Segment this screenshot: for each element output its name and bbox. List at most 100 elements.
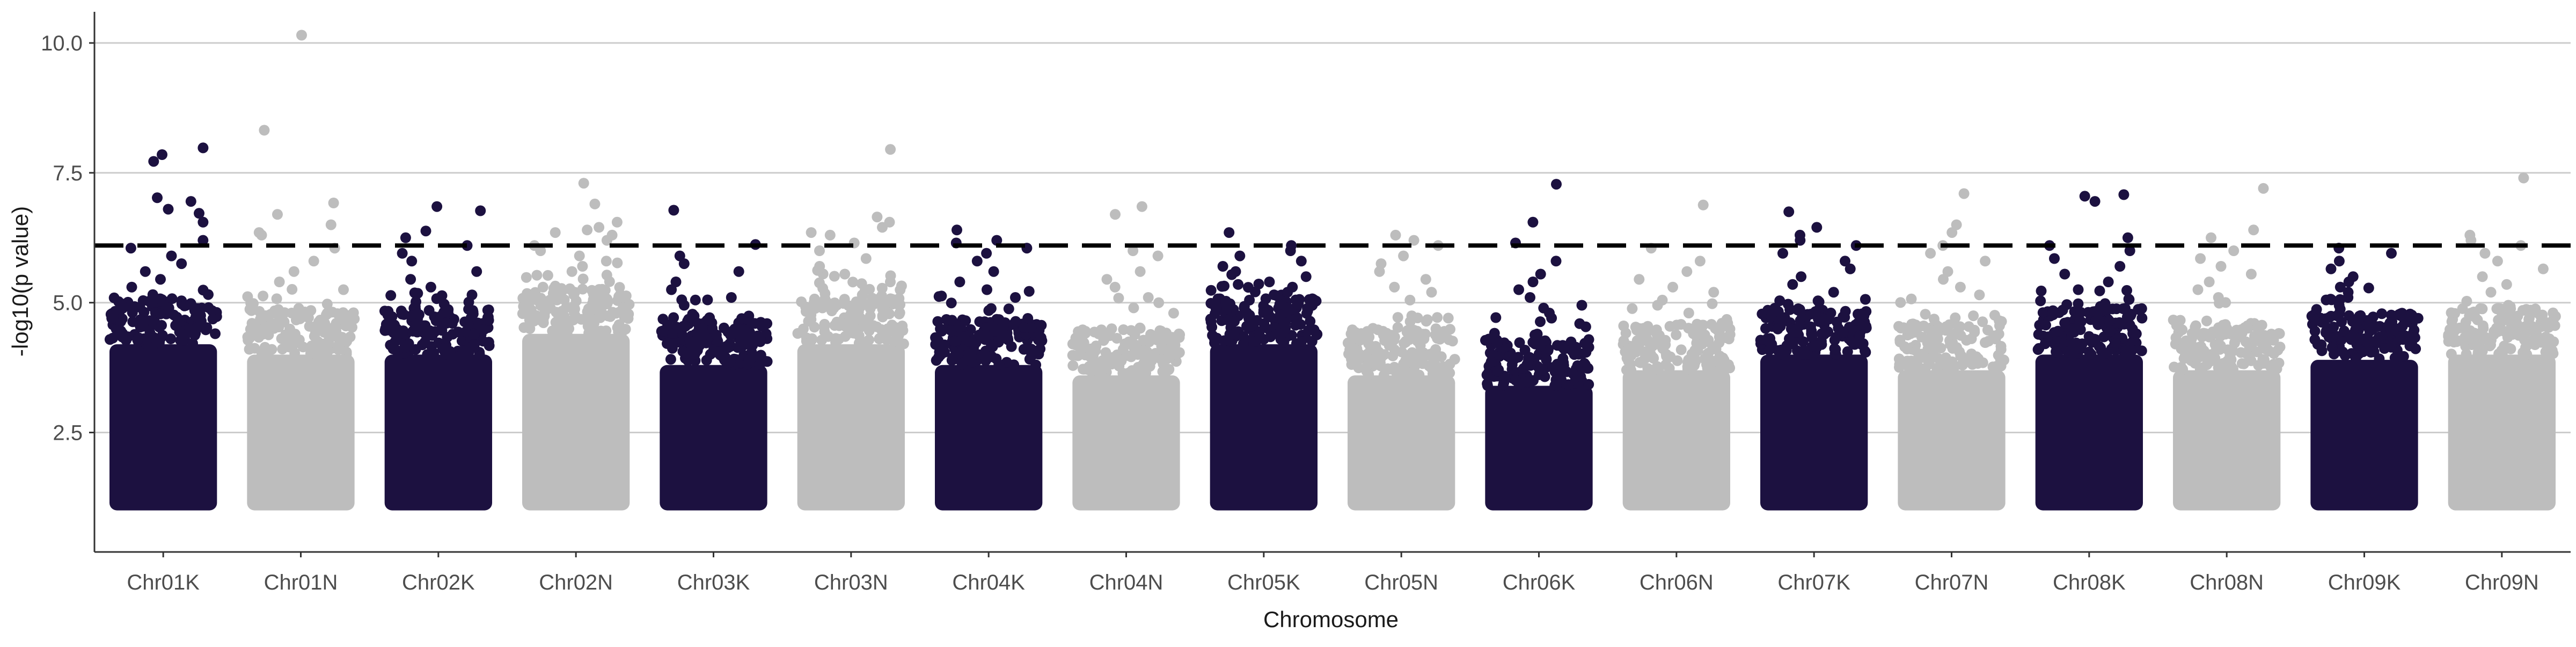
point-cloud xyxy=(797,344,905,511)
snp-point xyxy=(607,307,618,318)
snp-point xyxy=(396,328,407,339)
snp-point xyxy=(967,357,978,368)
snp-point-high xyxy=(2386,248,2397,259)
snp-point xyxy=(1352,355,1363,366)
snp-point xyxy=(895,284,906,295)
snp-point xyxy=(1274,299,1285,310)
snp-point xyxy=(1490,312,1502,323)
snp-point-high xyxy=(1958,188,1970,199)
snp-point xyxy=(657,314,669,325)
snp-point-high xyxy=(550,227,561,238)
snp-point xyxy=(958,331,970,343)
snp-point xyxy=(1635,333,1646,344)
snp-point xyxy=(2222,355,2233,366)
snp-point xyxy=(1618,321,1629,331)
point-cloud xyxy=(2173,370,2281,511)
snp-point xyxy=(431,293,442,304)
snp-point xyxy=(894,308,905,319)
snp-point xyxy=(2536,321,2547,332)
snp-point-high xyxy=(338,284,349,295)
snp-point xyxy=(459,316,471,328)
snp-point xyxy=(1229,316,1240,327)
snp-point xyxy=(147,289,158,300)
snp-point xyxy=(2477,320,2489,331)
snp-point xyxy=(1089,358,1100,369)
snp-point-high xyxy=(670,277,682,287)
snp-point xyxy=(796,296,807,308)
snp-point xyxy=(2061,299,2073,310)
snp-point-high xyxy=(1795,235,1806,246)
snp-point-high xyxy=(577,261,588,272)
point-cloud xyxy=(522,333,630,511)
snp-point-high xyxy=(2206,232,2216,243)
snp-point xyxy=(1111,333,1123,344)
snp-point xyxy=(412,288,423,299)
snp-point xyxy=(396,306,407,317)
snp-point xyxy=(1114,360,1125,372)
snp-point xyxy=(1812,295,1824,307)
snp-point xyxy=(570,295,582,307)
snp-point xyxy=(1645,348,1656,360)
snp-point xyxy=(2469,311,2480,323)
x-tick-label: Chr06K xyxy=(1503,571,1576,594)
snp-point xyxy=(1565,336,1577,347)
snp-point-high xyxy=(824,229,836,241)
snp-point xyxy=(1163,364,1174,375)
snp-point xyxy=(1813,316,1825,327)
snp-point xyxy=(1966,348,1977,360)
snp-point xyxy=(1343,348,1354,360)
snp-point xyxy=(1118,324,1129,335)
snp-point xyxy=(1906,293,1917,304)
snp-point xyxy=(2309,334,2321,345)
snp-point-high xyxy=(1152,250,1163,261)
chromosome-points-Chr04N xyxy=(1067,201,1185,511)
snp-point-high xyxy=(405,274,416,285)
snp-point-high xyxy=(274,277,285,287)
snp-point xyxy=(2454,322,2465,333)
snp-point xyxy=(345,310,356,321)
snp-point xyxy=(2363,282,2374,294)
x-tick-label: Chr07N xyxy=(1915,571,1989,594)
snp-point xyxy=(1582,362,1593,374)
y-tick-label: 2.5 xyxy=(53,421,83,445)
snp-point xyxy=(2205,355,2216,367)
snp-point xyxy=(210,328,221,339)
snp-point xyxy=(1254,326,1265,337)
snp-point xyxy=(1762,336,1774,347)
snp-point-high xyxy=(1667,281,1678,293)
snp-point-high xyxy=(814,261,825,272)
snp-point xyxy=(550,280,561,292)
snp-point xyxy=(680,321,691,332)
snp-point xyxy=(1580,321,1591,332)
snp-point xyxy=(1506,364,1518,375)
snp-point xyxy=(2249,331,2260,341)
snp-point xyxy=(522,288,533,299)
snp-point xyxy=(419,336,430,347)
snp-point xyxy=(559,294,570,306)
snp-point xyxy=(2110,338,2121,349)
x-tick-label: Chr05K xyxy=(1227,571,1300,594)
chromosome-points-Chr05K xyxy=(1205,227,1323,511)
snp-point xyxy=(104,334,115,345)
snp-point-high xyxy=(2228,245,2240,256)
snp-point xyxy=(1406,310,1417,322)
snp-point xyxy=(1239,301,1250,312)
snp-point xyxy=(1238,338,1249,350)
snp-point xyxy=(806,335,817,346)
snp-point xyxy=(107,312,119,324)
snp-point xyxy=(1839,311,1850,323)
snp-point xyxy=(736,313,747,324)
snp-point xyxy=(843,300,854,311)
point-cloud xyxy=(2448,354,2556,511)
snp-point xyxy=(1583,379,1594,390)
snp-point xyxy=(1090,345,1101,357)
snp-point xyxy=(1997,354,2009,365)
snp-point-high xyxy=(1980,256,1991,267)
snp-point xyxy=(1982,324,1993,336)
snp-point xyxy=(1216,281,1227,292)
snp-point xyxy=(561,328,573,338)
snp-point xyxy=(1233,279,1244,290)
snp-point xyxy=(690,294,701,306)
snp-point xyxy=(1626,365,1637,376)
